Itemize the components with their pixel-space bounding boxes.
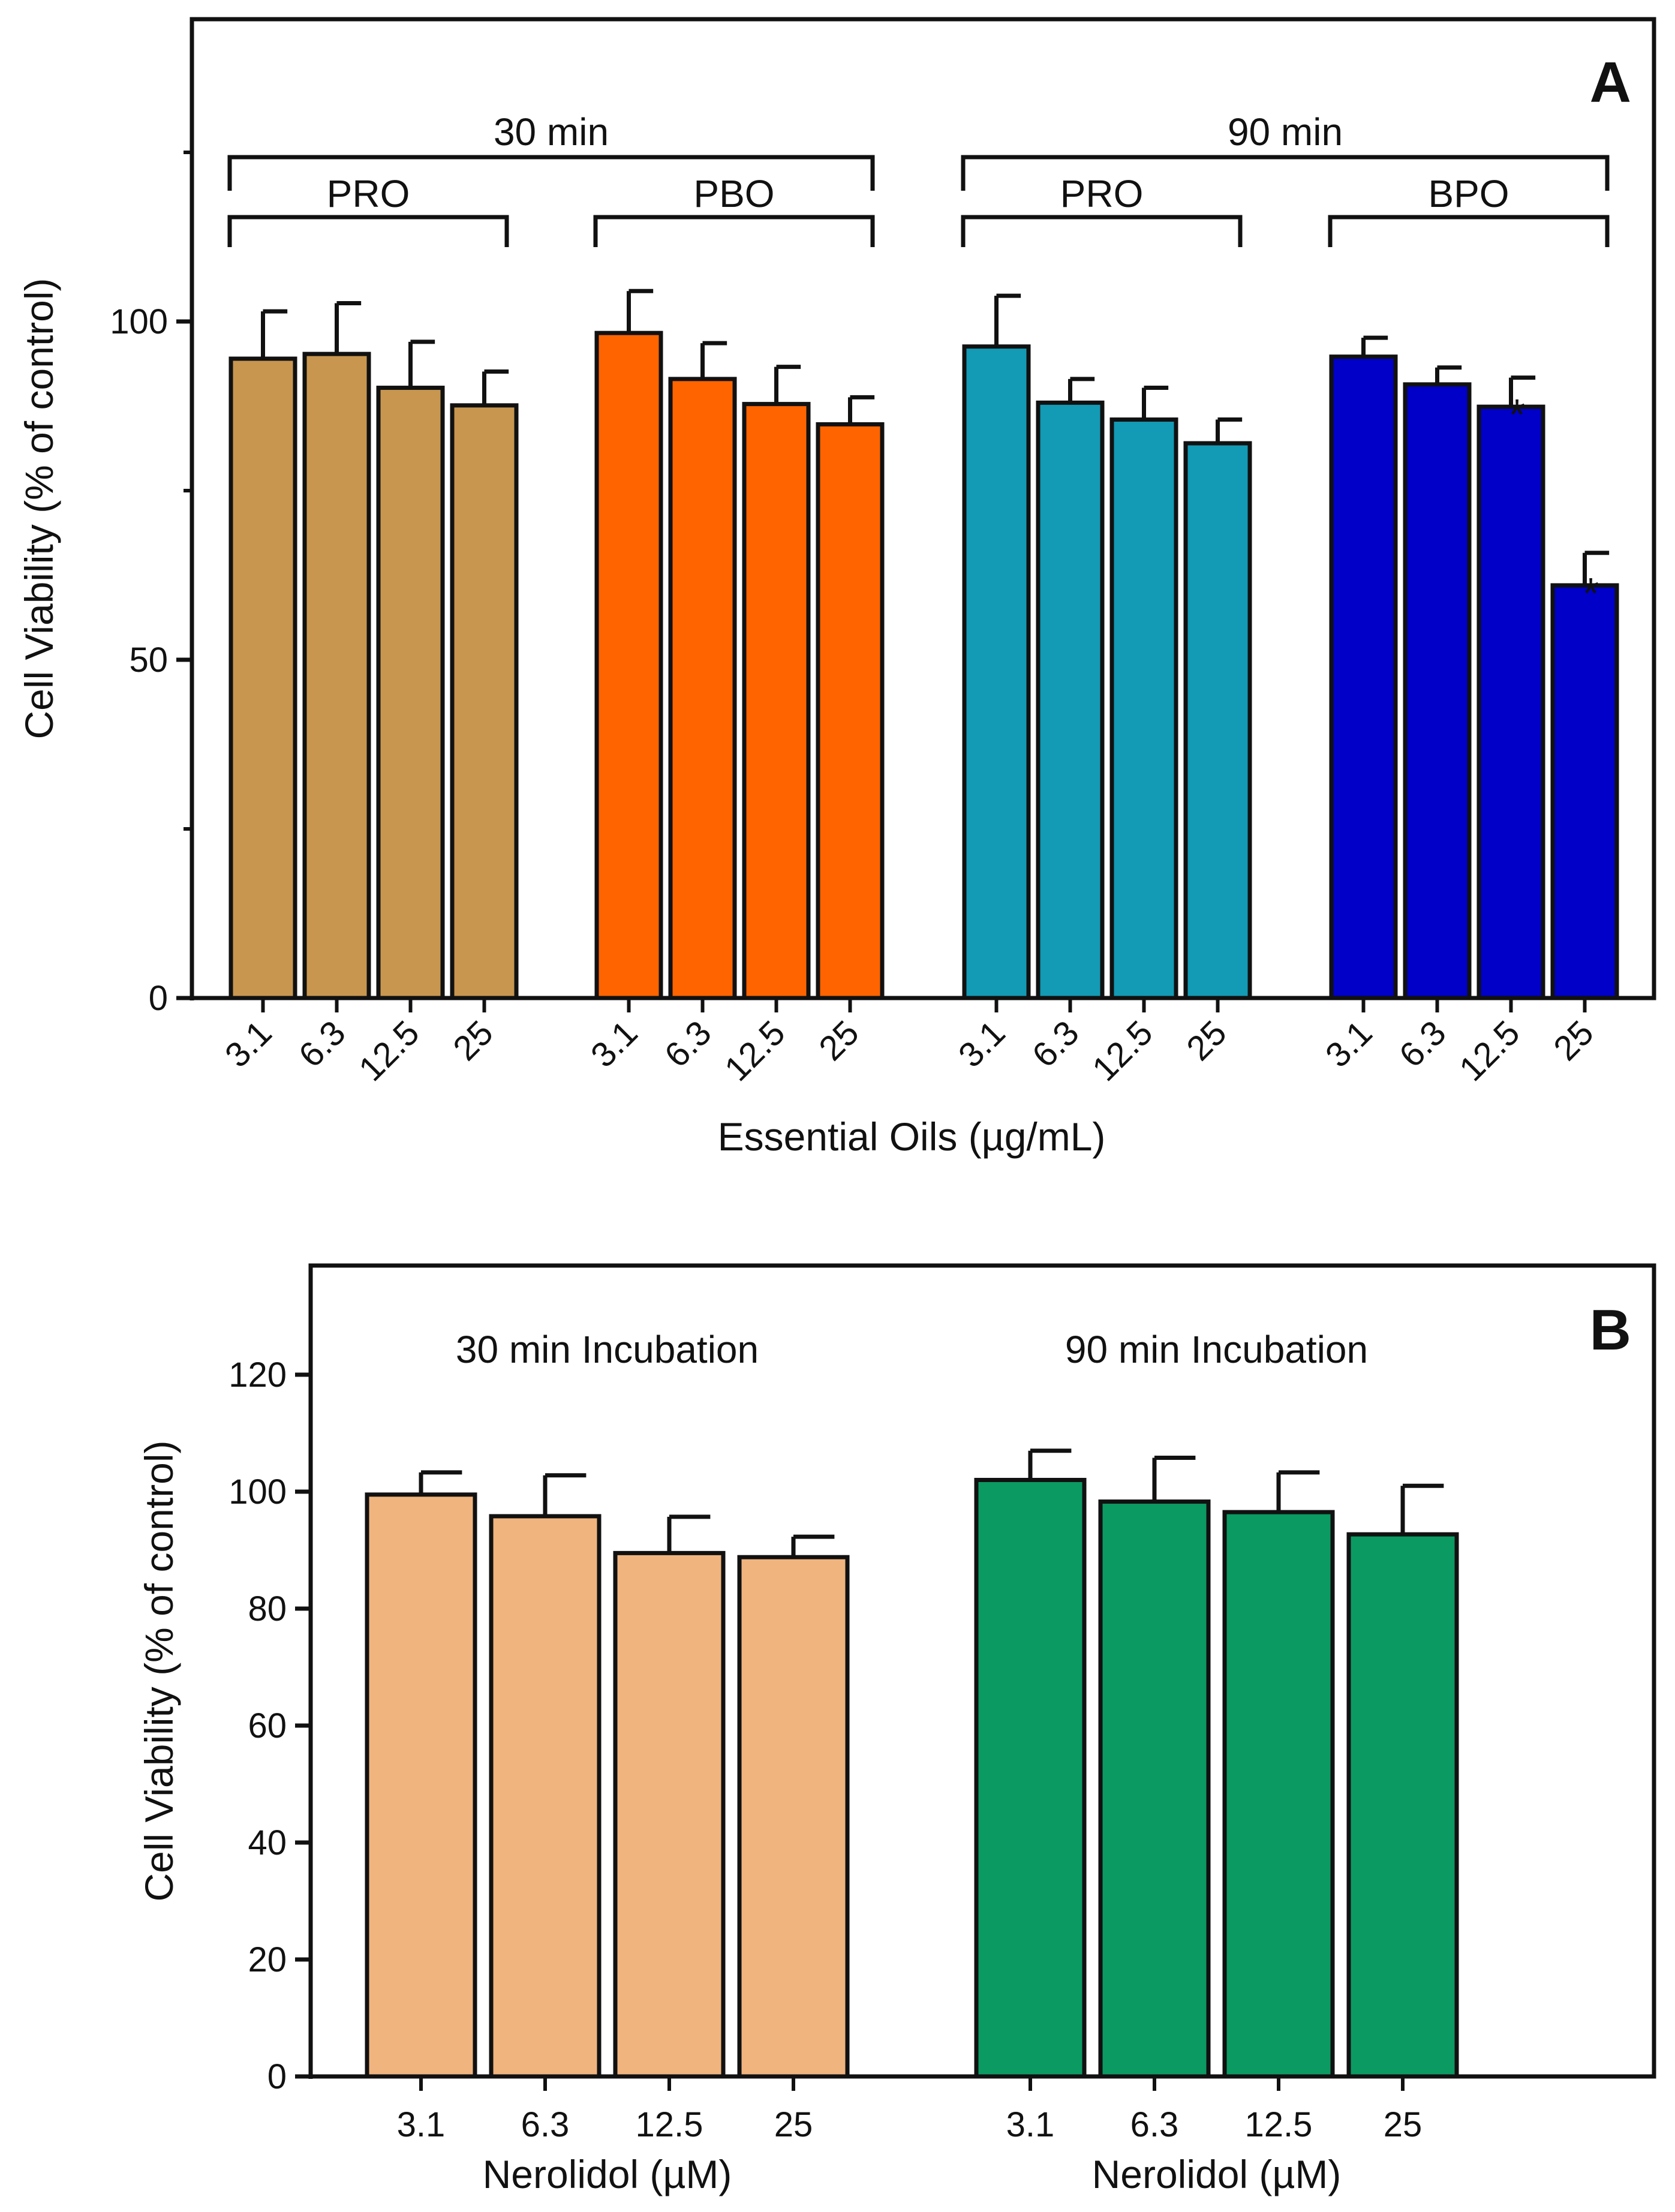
panel-a-x-tick-label: 12.5 [351, 1013, 427, 1089]
panel-b-x-tick-label: 25 [1384, 2105, 1423, 2144]
panel-a-group-label: BPO [1428, 172, 1509, 215]
panel-b: B Cell Viability (% of control) 0 20 40 60 8… [137, 1263, 1656, 2196]
panel-b-x-tick-label: 25 [774, 2105, 813, 2144]
panel-b-x-tick-label: 3.1 [1006, 2105, 1055, 2144]
panel-b-y-tick-label: 20 [248, 1940, 287, 1979]
panel-b-bar [613, 1550, 726, 2079]
panel-a-y-axis-title: Cell Viability (% of control) [17, 278, 61, 739]
panel-a-x-tick-labels: 3.1 6.312.5 25 3.1 6.312.5 25 3.1 6.312.5 25 3.1 6… [218, 998, 1601, 1089]
panel-a-bar [450, 403, 519, 1000]
panel-b-group-header: 30 min Incubation [456, 1328, 759, 1371]
panel-a-bar [302, 351, 371, 1000]
panel-a-x-tick-label: 3.1 [1318, 1013, 1380, 1075]
panel-b-bar [1346, 1532, 1459, 2079]
panel-b-bar [1222, 1510, 1335, 2079]
panel-a-bar [376, 386, 445, 1000]
panel-b-x-tick-label: 12.5 [1245, 2105, 1313, 2144]
panel-a-x-tick-label: 12.5 [1085, 1013, 1160, 1089]
panel-b-bars [365, 1448, 1459, 2079]
panel-a-bar [1329, 354, 1398, 1000]
panel-b-group-header: 90 min Incubation [1065, 1328, 1368, 1371]
panel-b-x-tick-label: 12.5 [636, 2105, 703, 2144]
panel-a-bar [1476, 404, 1545, 1000]
panel-a-timepoint-bracket [961, 155, 1610, 191]
panel-a-timepoint-bracket [227, 155, 875, 191]
panel-a-bar [816, 422, 885, 1000]
panel-a-significance-marker: * [1582, 570, 1599, 618]
panel-a-group-label: PRO [327, 172, 410, 215]
panel-b-x-tick-labels: 3.1 6.3 12.5 25 3.1 6.3 12.5 25 [397, 2076, 1423, 2144]
panel-a-x-tick-label: 3.1 [218, 1013, 279, 1075]
panel-a-x-tick-label: 25 [1546, 1013, 1601, 1068]
panel-a-group-bracket [961, 215, 1243, 247]
panel-a-x-axis-title: Essential Oils (µg/mL) [718, 1114, 1106, 1159]
panel-b-bar [365, 1492, 477, 2079]
panel-a-group-label: PBO [693, 172, 774, 215]
panel-b-x-tick-label: 3.1 [397, 2105, 446, 2144]
panel-a-bars: ** [228, 288, 1619, 1000]
panel-b-letter: B [1590, 1298, 1631, 1362]
panel-a-x-tick-label: 3.1 [951, 1013, 1013, 1075]
panel-a-bar [1036, 400, 1105, 1000]
panel-b-y-tick-label: 120 [228, 1356, 287, 1394]
panel-a-y-tick-label: 50 [129, 641, 168, 680]
panel-a-bar [1403, 382, 1472, 1000]
panel-a-bar [1183, 441, 1252, 1000]
panel-b-y-axis-title: Cell Viability (% of control) [137, 1440, 181, 1901]
panel-b-bar [489, 1514, 602, 2079]
panel-b-x-axis-title: Nerolidol (µM) [483, 2152, 732, 2196]
panel-a-bar [962, 344, 1031, 1000]
panel-a-bar [742, 402, 811, 1000]
panel-a-x-tick-label: 12.5 [717, 1013, 793, 1089]
panel-b-y-tick-label: 40 [248, 1823, 287, 1862]
panel-a-timepoint-label: 90 min [1228, 110, 1343, 154]
panel-a-timepoint-label: 30 min [494, 110, 609, 154]
panel-b-y-tick-label: 0 [267, 2057, 287, 2096]
panel-a-group-bracket [1328, 215, 1610, 247]
panel-b-y-tick-label: 80 [248, 1589, 287, 1628]
panel-a-y-tick-label: 0 [149, 979, 168, 1018]
panel-b-bar [1098, 1499, 1211, 2079]
panel-a-letter: A [1590, 50, 1631, 115]
panel-b-bar [974, 1478, 1087, 2079]
panel-a-bar [1109, 417, 1178, 1000]
panel-a-group-bracket [593, 215, 875, 247]
panel-b-x-tick-label: 6.3 [1130, 2105, 1179, 2144]
panel-a-bar [594, 330, 663, 1000]
panel-a-x-tick-label: 25 [1179, 1013, 1234, 1068]
panel-a: A Cell Viability (% of control) Essentia… [17, 17, 1656, 1159]
panel-a-x-tick-label: 6.3 [1025, 1013, 1087, 1075]
panel-b-y-tick-label: 100 [228, 1472, 287, 1511]
panel-b-y-tick-label: 60 [248, 1706, 287, 1745]
panel-a-x-tick-label: 25 [446, 1013, 501, 1068]
panel-a-x-tick-label: 6.3 [657, 1013, 719, 1075]
panel-a-x-tick-label: 6.3 [291, 1013, 353, 1075]
panel-b-group-headers: 30 min Incubation 90 min Incubation [456, 1328, 1368, 1371]
panel-a-y-tick-label: 100 [110, 302, 168, 341]
panel-a-bar [228, 356, 297, 1000]
panel-b-x-axis-titles: Nerolidol (µM) Nerolidol (µM) [483, 2152, 1342, 2196]
panel-a-bar [1550, 583, 1619, 1000]
panel-a-x-tick-label: 12.5 [1452, 1013, 1527, 1089]
panel-a-significance-marker: * [1508, 391, 1525, 439]
panel-a-bar [668, 377, 737, 1000]
panel-a-x-tick-label: 6.3 [1392, 1013, 1454, 1075]
panel-b-bar [737, 1555, 850, 2079]
panel-a-group-bracket [227, 215, 509, 247]
panel-a-x-tick-label: 3.1 [584, 1013, 645, 1075]
panel-a-x-tick-label: 25 [811, 1013, 867, 1068]
panel-b-x-axis-title: Nerolidol (µM) [1092, 2152, 1342, 2196]
panel-a-group-brackets: PRO PBO PRO BPO 30 min 90 min [227, 110, 1610, 247]
panel-a-group-label: PRO [1060, 172, 1144, 215]
panel-b-x-tick-label: 6.3 [521, 2105, 570, 2144]
